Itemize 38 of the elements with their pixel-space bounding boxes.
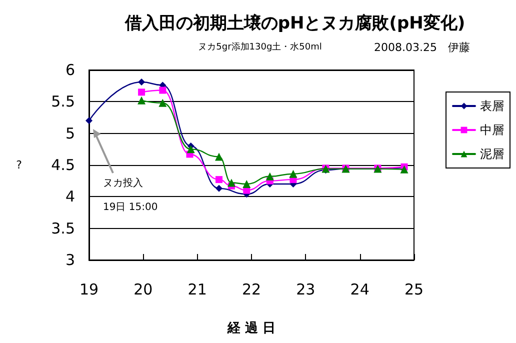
y-tick-label: 5.5: [51, 92, 75, 111]
x-tick-label: 25: [404, 280, 424, 298]
y-tick-label: 3: [65, 251, 75, 269]
point: [86, 117, 92, 124]
x-tick-label: 22: [242, 280, 262, 298]
x-tick-label: 21: [188, 280, 207, 298]
y-tick-label: 6: [65, 61, 75, 79]
annotation: 19日 15:00: [103, 202, 158, 214]
point: [186, 145, 195, 154]
y-tick-label: 5: [65, 124, 75, 142]
x-tick-label: 19: [79, 280, 99, 298]
point: [158, 98, 167, 107]
y-tick-label: 4: [65, 188, 75, 206]
point: [159, 86, 166, 94]
point: [289, 170, 298, 178]
y-tick-label: 3.5: [51, 219, 75, 238]
point: [215, 152, 223, 161]
text: 2008.03.25 伊藤: [374, 41, 470, 54]
point: [216, 184, 222, 192]
point: [216, 176, 222, 184]
x-tick-label: 23: [296, 280, 316, 298]
y-tick-label: 4.5: [51, 156, 75, 174]
legend-label: 中層: [480, 123, 504, 137]
chart-subtitle: ヌカ5gr添加130g土・水50ml: [198, 42, 322, 52]
point: [227, 178, 236, 187]
point: [266, 172, 274, 180]
annotation: ヌカ投入: [103, 177, 143, 190]
legend-label: 泥層: [480, 147, 504, 161]
legend-label: 表層: [480, 99, 504, 113]
x-tick-label: 24: [350, 280, 370, 298]
x-axis-title: 経 過 日: [226, 321, 276, 336]
x-tick-label: 20: [134, 280, 153, 298]
y-axis-title: ?: [16, 158, 22, 172]
chart-title: 借入田の初期土壌のpHとヌカ腐敗(pH変化): [124, 14, 466, 34]
point: [138, 96, 146, 104]
point: [242, 180, 251, 188]
point: [138, 88, 146, 96]
point: [138, 78, 146, 86]
